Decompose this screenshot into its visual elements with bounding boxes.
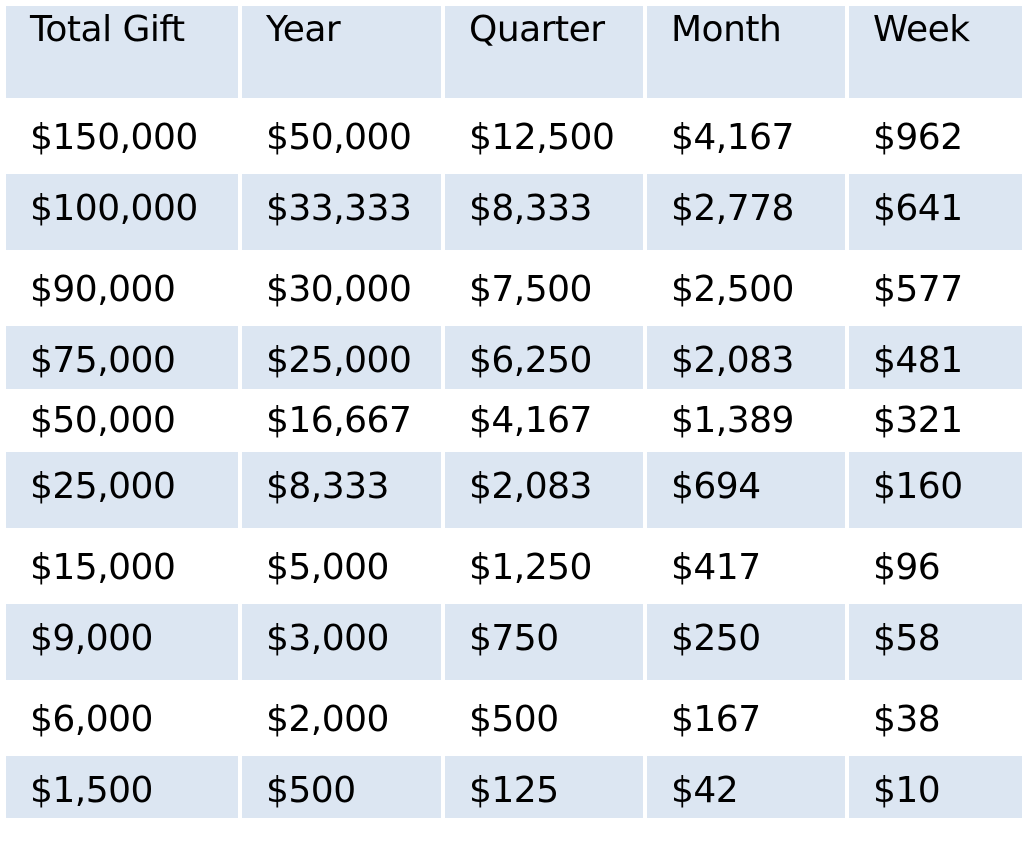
cell-month: $694 [647,452,845,528]
cell-week: $321 [873,400,963,441]
cell-month: $42 [647,756,845,818]
cell-year: $8,333 [242,452,441,528]
cell-week: $38 [873,699,941,740]
header-month: Month [647,6,845,98]
cell-year: $50,000 [266,117,412,158]
cell-month: $2,500 [671,269,794,310]
cell-quarter: $8,333 [445,174,643,250]
table-row: $9,000 $3,000 $750 $250 $58 [6,604,1022,680]
cell-week: $160 [849,452,1022,528]
cell-month: $1,389 [671,400,794,441]
cell-total-gift: $50,000 [30,400,176,441]
cell-total-gift: $1,500 [6,756,238,818]
gift-schedule-table: Total Gift Year Quarter Month Week $150,… [6,6,1022,818]
table-row: $150,000 $50,000 $12,500 $4,167 $962 [6,98,1022,174]
cell-year: $30,000 [266,269,412,310]
cell-month: $417 [671,547,761,588]
table-row: $75,000 $25,000 $6,250 $2,083 $481 [6,326,1022,389]
cell-month: $167 [671,699,761,740]
cell-total-gift: $90,000 [30,269,176,310]
cell-week: $58 [849,604,1022,680]
cell-quarter: $7,500 [469,269,592,310]
cell-total-gift: $6,000 [30,699,153,740]
table-row: $6,000 $2,000 $500 $167 $38 [6,680,1022,756]
table-row: $90,000 $30,000 $7,500 $2,500 $577 [6,250,1022,326]
cell-week: $10 [849,756,1022,818]
cell-quarter: $500 [469,699,559,740]
table-row: $50,000 $16,667 $4,167 $1,389 $321 [6,389,1022,452]
cell-week: $96 [873,547,941,588]
cell-quarter: $2,083 [445,452,643,528]
cell-quarter: $1,250 [469,547,592,588]
cell-month: $250 [647,604,845,680]
table-header-row: Total Gift Year Quarter Month Week [6,6,1022,98]
cell-quarter: $6,250 [445,326,643,389]
cell-week: $962 [873,117,963,158]
header-total-gift: Total Gift [6,6,238,98]
cell-quarter: $750 [445,604,643,680]
header-year: Year [242,6,441,98]
cell-week: $641 [849,174,1022,250]
cell-year: $2,000 [266,699,389,740]
cell-month: $4,167 [671,117,794,158]
cell-year: $500 [242,756,441,818]
table-row: $25,000 $8,333 $2,083 $694 $160 [6,452,1022,528]
header-week: Week [849,6,1022,98]
header-quarter: Quarter [445,6,643,98]
cell-total-gift: $100,000 [6,174,238,250]
table-row: $15,000 $5,000 $1,250 $417 $96 [6,528,1022,604]
cell-total-gift: $15,000 [30,547,176,588]
cell-quarter: $12,500 [469,117,615,158]
cell-week: $481 [849,326,1022,389]
cell-total-gift: $25,000 [6,452,238,528]
cell-week: $577 [873,269,963,310]
cell-month: $2,083 [647,326,845,389]
cell-year: $3,000 [242,604,441,680]
table-row: $1,500 $500 $125 $42 $10 [6,756,1022,818]
cell-year: $16,667 [266,400,412,441]
cell-quarter: $4,167 [469,400,592,441]
cell-month: $2,778 [647,174,845,250]
cell-year: $25,000 [242,326,441,389]
cell-total-gift: $150,000 [30,117,198,158]
cell-year: $33,333 [242,174,441,250]
cell-quarter: $125 [445,756,643,818]
cell-total-gift: $75,000 [6,326,238,389]
table-row: $100,000 $33,333 $8,333 $2,778 $641 [6,174,1022,250]
cell-year: $5,000 [266,547,389,588]
cell-total-gift: $9,000 [6,604,238,680]
